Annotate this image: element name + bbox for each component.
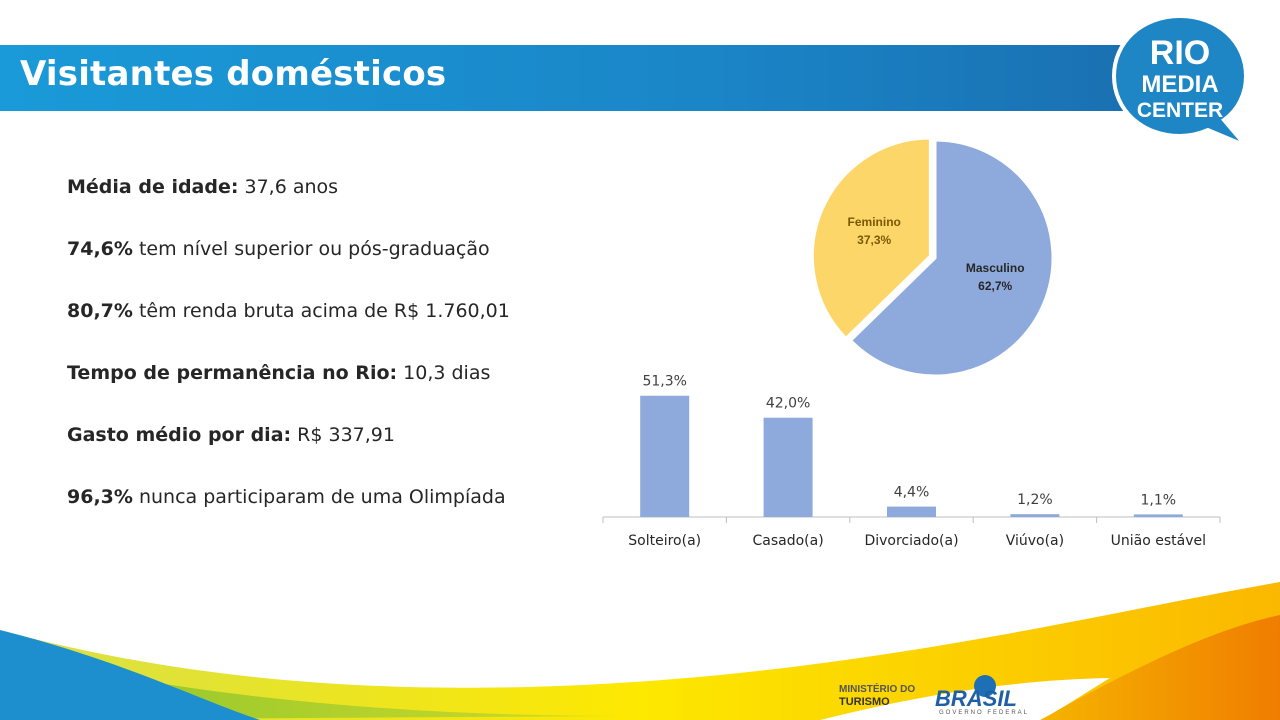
bar-1 bbox=[640, 395, 690, 517]
pie-slice-name-label: Masculino bbox=[966, 261, 1025, 275]
fact-bold: 74,6% bbox=[67, 238, 133, 260]
bar-category-label: Casado(a) bbox=[753, 533, 824, 549]
rio-media-center-logo-graphic: RIO MEDIA CENTER bbox=[1111, 13, 1249, 148]
bar-2 bbox=[763, 417, 813, 517]
bar-category-label: Solteiro(a) bbox=[628, 533, 701, 549]
bar-value-label: 42,0% bbox=[766, 396, 810, 412]
decorative-wave bbox=[0, 560, 1280, 720]
pie-slice-feminino bbox=[810, 136, 932, 341]
logo-text-rio: RIO bbox=[1150, 34, 1210, 72]
fact-item: 96,3% nunca participaram de uma Olimpíad… bbox=[67, 486, 587, 548]
rio-media-center-logo: RIO MEDIA CENTER bbox=[1100, 10, 1260, 150]
fact-bold: 80,7% bbox=[67, 300, 133, 322]
pie-slice-masculino bbox=[848, 138, 1055, 378]
bar-5 bbox=[1133, 514, 1183, 517]
fact-item: Gasto médio por dia: R$ 337,91 bbox=[67, 424, 587, 486]
fact-item: Tempo de permanência no Rio: 10,3 dias bbox=[67, 362, 587, 424]
pie-slice-value-label: 37,3% bbox=[857, 233, 891, 247]
bar-value-label: 4,4% bbox=[894, 485, 930, 501]
decorative-wave-graphic bbox=[0, 582, 1280, 720]
fact-text: tem nível superior ou pós-graduação bbox=[132, 238, 490, 260]
marital-status-bar-chart: 51,3% Solteiro(a) 42,0% Casado(a) 4,4% Divorc… bbox=[590, 360, 1230, 560]
pie-slice-value-label: 62,7% bbox=[978, 279, 1012, 293]
bar-value-label: 1,1% bbox=[1141, 492, 1177, 508]
fact-bold: Tempo de permanência no Rio: bbox=[67, 362, 398, 384]
fact-bold: Média de idade: bbox=[67, 176, 239, 198]
bar-category-label: Viúvo(a) bbox=[1006, 533, 1064, 549]
gender-pie-chart: Masculino 62,7% Feminino 37,3% bbox=[800, 128, 1070, 388]
globe-icon bbox=[974, 675, 996, 697]
fact-item: 74,6% tem nível superior ou pós-graduaçã… bbox=[67, 238, 587, 300]
bar-category-label: Divorciado(a) bbox=[864, 533, 958, 549]
bar-category-label: União estável bbox=[1111, 533, 1206, 549]
marital-status-bar-svg: 51,3% Solteiro(a) 42,0% Casado(a) 4,4% Divorc… bbox=[602, 374, 1221, 549]
title-bar: Visitantes domésticos bbox=[0, 45, 1160, 111]
bar-value-label: 1,2% bbox=[1017, 492, 1053, 508]
brasil-logo-text: BRASIL bbox=[935, 686, 1017, 711]
bar-value-label: 51,3% bbox=[642, 374, 686, 390]
bar-4 bbox=[1010, 514, 1060, 517]
ministry-footer-logo: MINISTÉRIO DO TURISMO BRASIL GOVERNO FED… bbox=[835, 672, 1045, 716]
logo-text-media: MEDIA bbox=[1141, 71, 1218, 98]
fact-text: 10,3 dias bbox=[397, 362, 491, 384]
logo-text-center: CENTER bbox=[1137, 99, 1223, 122]
bar-3 bbox=[887, 506, 936, 517]
fact-item: 80,7% têm renda bruta acima de R$ 1.760,… bbox=[67, 300, 587, 362]
ministry-footer-graphic: MINISTÉRIO DO TURISMO BRASIL GOVERNO FED… bbox=[839, 675, 1029, 716]
gender-pie-svg: Masculino 62,7% Feminino 37,3% bbox=[810, 136, 1055, 378]
fact-bold: 96,3% bbox=[67, 486, 133, 508]
pie-slice-name-label: Feminino bbox=[848, 215, 901, 229]
fact-item: Média de idade: 37,6 anos bbox=[67, 176, 587, 238]
facts-list: Média de idade: 37,6 anos 74,6% tem níve… bbox=[67, 176, 587, 548]
ministry-text-line1: MINISTÉRIO DO bbox=[839, 682, 915, 695]
fact-text: nunca participaram de uma Olimpíada bbox=[132, 486, 506, 508]
fact-text: têm renda bruta acima de R$ 1.760,01 bbox=[132, 300, 510, 322]
page-title: Visitantes domésticos bbox=[20, 54, 447, 94]
fact-bold: Gasto médio por dia: bbox=[67, 424, 292, 446]
fact-text: 37,6 anos bbox=[238, 176, 339, 198]
ministry-text-line2: TURISMO bbox=[839, 696, 890, 708]
brasil-logo-subtitle: GOVERNO FEDERAL bbox=[939, 710, 1029, 716]
fact-text: R$ 337,91 bbox=[291, 424, 395, 446]
